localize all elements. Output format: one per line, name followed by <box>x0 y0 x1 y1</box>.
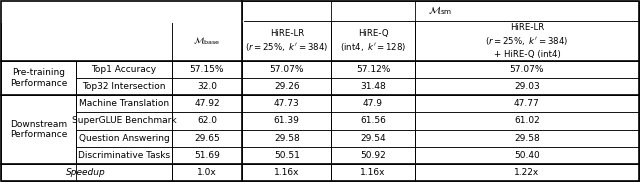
Bar <box>415 164 639 181</box>
Bar <box>332 61 415 78</box>
Text: 50.40: 50.40 <box>514 151 540 160</box>
Bar <box>172 95 242 112</box>
Bar <box>172 130 242 147</box>
Bar <box>242 164 332 181</box>
Bar <box>415 78 639 95</box>
Text: 57.07%: 57.07% <box>269 65 304 74</box>
Text: Top32 Intersection: Top32 Intersection <box>82 82 166 91</box>
Text: 57.12%: 57.12% <box>356 65 390 74</box>
Bar <box>242 1 639 21</box>
Bar <box>332 21 415 61</box>
Bar <box>76 61 172 78</box>
Bar <box>415 112 639 130</box>
Text: 61.56: 61.56 <box>360 116 386 125</box>
Bar <box>172 78 242 95</box>
Text: 1.22x: 1.22x <box>515 168 540 177</box>
Bar <box>332 164 415 181</box>
Text: $\mathcal{M}_{\mathrm{base}}$: $\mathcal{M}_{\mathrm{base}}$ <box>193 35 221 47</box>
Bar <box>1 21 172 61</box>
Bar <box>76 78 172 95</box>
Text: 47.77: 47.77 <box>514 99 540 108</box>
Bar <box>172 112 242 130</box>
Text: Pre-training
Performance: Pre-training Performance <box>10 68 67 88</box>
Text: 47.9: 47.9 <box>363 99 383 108</box>
Bar <box>332 78 415 95</box>
Text: 61.02: 61.02 <box>514 116 540 125</box>
Bar <box>415 147 639 164</box>
Bar <box>415 21 639 61</box>
Text: SuperGLUE Benchmark: SuperGLUE Benchmark <box>72 116 176 125</box>
Text: 50.51: 50.51 <box>274 151 300 160</box>
Text: 29.26: 29.26 <box>274 82 300 91</box>
Bar <box>415 95 639 112</box>
Text: Discriminative Tasks: Discriminative Tasks <box>78 151 170 160</box>
Text: 31.48: 31.48 <box>360 82 386 91</box>
Text: 57.15%: 57.15% <box>189 65 224 74</box>
Text: Downstream
Performance: Downstream Performance <box>10 120 67 139</box>
Text: 1.16x: 1.16x <box>360 168 386 177</box>
Text: $\mathcal{M}_{\mathrm{sm}}$: $\mathcal{M}_{\mathrm{sm}}$ <box>429 5 453 17</box>
Text: Speedup: Speedup <box>67 168 106 177</box>
Bar <box>76 112 172 130</box>
Text: 62.0: 62.0 <box>197 116 217 125</box>
Bar <box>172 61 242 78</box>
Bar <box>1 164 172 181</box>
Bar <box>76 95 172 112</box>
Bar <box>415 61 639 78</box>
Text: 51.69: 51.69 <box>194 151 220 160</box>
Text: Top1 Accuracy: Top1 Accuracy <box>92 65 157 74</box>
Text: 29.54: 29.54 <box>360 134 386 143</box>
Bar <box>172 164 242 181</box>
Bar <box>76 147 172 164</box>
Bar <box>1 95 76 164</box>
Text: 47.92: 47.92 <box>194 99 220 108</box>
Text: 50.92: 50.92 <box>360 151 386 160</box>
Bar <box>242 21 332 61</box>
Bar <box>172 21 242 61</box>
Text: 1.16x: 1.16x <box>274 168 300 177</box>
Text: 57.07%: 57.07% <box>509 65 544 74</box>
Bar <box>242 112 332 130</box>
Text: Question Answering: Question Answering <box>79 134 170 143</box>
Text: 61.39: 61.39 <box>274 116 300 125</box>
Text: 29.58: 29.58 <box>274 134 300 143</box>
Bar <box>332 95 415 112</box>
Text: HiRE-LR
$(r = 25\%,\ k' = 384)$: HiRE-LR $(r = 25\%,\ k' = 384)$ <box>245 29 328 53</box>
Bar <box>76 130 172 147</box>
Bar <box>242 61 332 78</box>
Bar <box>242 95 332 112</box>
Text: 1.0x: 1.0x <box>197 168 217 177</box>
Bar <box>332 147 415 164</box>
Text: 29.58: 29.58 <box>514 134 540 143</box>
Bar <box>242 147 332 164</box>
Bar <box>1 61 76 95</box>
Bar <box>242 130 332 147</box>
Bar <box>332 112 415 130</box>
Text: 32.0: 32.0 <box>197 82 217 91</box>
Text: HiRE-LR
$(r = 25\%,\ k' = 384)$
+ HiRE-Q (int4): HiRE-LR $(r = 25\%,\ k' = 384)$ + HiRE-Q… <box>485 23 568 59</box>
Bar <box>172 147 242 164</box>
Bar <box>1 1 242 21</box>
Bar <box>332 130 415 147</box>
Text: 29.65: 29.65 <box>194 134 220 143</box>
Text: Machine Translation: Machine Translation <box>79 99 169 108</box>
Text: HiRE-Q
$(\mathrm{int4},\ k' = 128)$: HiRE-Q $(\mathrm{int4},\ k' = 128)$ <box>340 29 406 53</box>
Bar <box>242 78 332 95</box>
Text: 29.03: 29.03 <box>514 82 540 91</box>
Text: 47.73: 47.73 <box>274 99 300 108</box>
Bar <box>415 130 639 147</box>
